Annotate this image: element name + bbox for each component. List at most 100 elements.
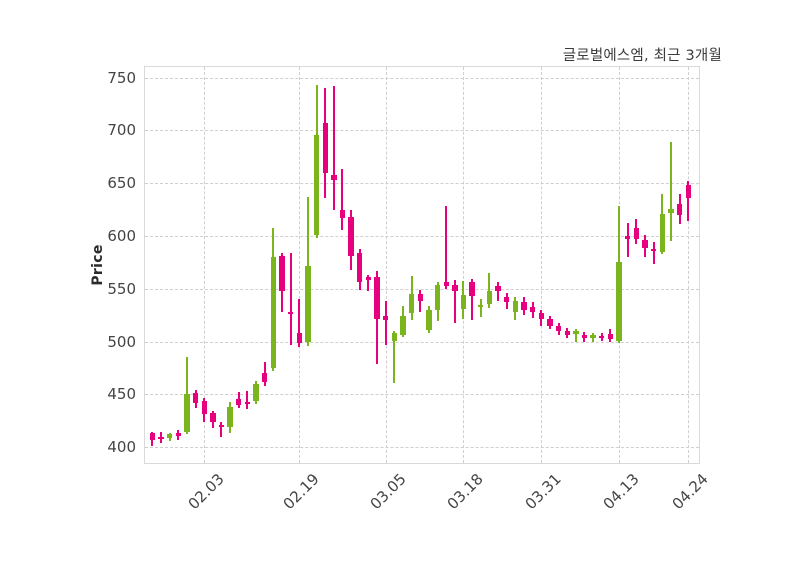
candle-wick (246, 391, 249, 410)
gridline-horizontal (145, 77, 699, 79)
candle-body (573, 331, 579, 335)
y-tick-label: 550 (107, 279, 136, 298)
candle-body (244, 401, 251, 404)
x-tick-label: 02.03 (184, 470, 228, 514)
candle-body (443, 282, 449, 286)
plot-frame (144, 66, 700, 464)
candle-body (668, 208, 674, 213)
candle-wick (626, 223, 629, 258)
candle-body (175, 433, 181, 436)
candle-body (590, 335, 596, 339)
gridline-vertical (463, 67, 465, 463)
candle-body (521, 302, 527, 310)
candle-body (365, 277, 372, 281)
candle-body (486, 290, 493, 304)
y-tick-label: 500 (107, 332, 136, 351)
candle-body (607, 334, 614, 340)
candle-wick (332, 86, 335, 210)
candle-body (478, 304, 484, 307)
candle-wick (652, 242, 655, 265)
candle-wick (393, 331, 396, 383)
candle-body (400, 316, 406, 336)
gridline-horizontal (145, 130, 699, 132)
candle-body (659, 213, 665, 252)
candle-wick (384, 301, 387, 345)
candle-wick (687, 181, 690, 222)
candle-wick (479, 299, 482, 318)
candle-body (331, 174, 337, 180)
y-tick-label: 700 (107, 121, 136, 140)
x-axis-tick-labels: 02.03 02.19 03.05 03.18 03.31 04.13 04.24 (144, 464, 712, 534)
y-tick-label: 650 (107, 174, 136, 193)
candle-body (616, 262, 622, 341)
candle-body (210, 413, 216, 422)
candle-wick (220, 421, 223, 437)
candle-body (383, 316, 389, 321)
candle-body (357, 252, 363, 283)
candle-wick (497, 282, 500, 302)
candle-body (529, 306, 536, 312)
candle-body (495, 285, 501, 291)
x-tick-label: 04.13 (599, 470, 643, 514)
y-tick-label: 600 (107, 226, 136, 245)
candle-wick (289, 252, 292, 345)
candle-body (374, 277, 380, 320)
candle-body (184, 394, 190, 433)
candle-body (555, 325, 562, 331)
x-tick-label: 02.19 (279, 470, 323, 514)
gridline-vertical (688, 67, 690, 463)
y-axis-tick-labels: 400 450 500 550 600 650 700 750 (96, 66, 136, 464)
gridline-vertical (541, 67, 543, 463)
x-tick-label: 03.31 (521, 470, 565, 514)
gridline-vertical (299, 67, 301, 463)
y-tick-label: 450 (107, 385, 136, 404)
candle-body (452, 284, 458, 291)
x-tick-label: 03.18 (444, 470, 488, 514)
candle-body (581, 335, 588, 339)
candle-body (469, 282, 475, 297)
candle-body (218, 424, 225, 427)
candle-body (158, 436, 164, 439)
candle-wick (367, 275, 370, 291)
candle-body (599, 336, 605, 339)
gridline-horizontal (145, 394, 699, 396)
candle-body (391, 333, 397, 341)
y-tick-label: 400 (107, 438, 136, 457)
candle-body (339, 209, 346, 218)
candle-wick (298, 299, 301, 347)
candle-body (460, 295, 467, 309)
candle-body (538, 313, 544, 320)
chart-title: 글로벌에스엠, 최근 3개월 (562, 48, 722, 64)
candle-body (642, 240, 648, 248)
candle-wick (669, 141, 672, 242)
candle-body (296, 333, 302, 343)
candle-body (348, 216, 354, 256)
gridline-horizontal (145, 447, 699, 449)
gridline-horizontal (145, 235, 699, 237)
candle-body (236, 398, 242, 405)
candle-wick (445, 206, 448, 289)
candle-body (625, 235, 631, 240)
candle-body (512, 301, 518, 312)
candle-body (201, 400, 207, 415)
candle-body (434, 284, 441, 310)
y-tick-label: 750 (107, 68, 136, 87)
candle-body (547, 319, 553, 326)
gridline-horizontal (145, 183, 699, 185)
candle-body (149, 433, 155, 440)
gridline-vertical (385, 67, 387, 463)
candle-body (192, 393, 199, 403)
candle-body (650, 248, 657, 251)
candle-body (227, 407, 233, 428)
candle-body (408, 294, 415, 314)
plot-area (145, 67, 699, 463)
gridline-horizontal (145, 341, 699, 343)
candle-wick (488, 272, 491, 308)
candle-body (633, 227, 639, 240)
candle-wick (574, 328, 577, 342)
candle-body (313, 134, 320, 235)
candle-body (287, 311, 294, 315)
candle-body (270, 257, 276, 368)
candle-body (504, 297, 510, 303)
